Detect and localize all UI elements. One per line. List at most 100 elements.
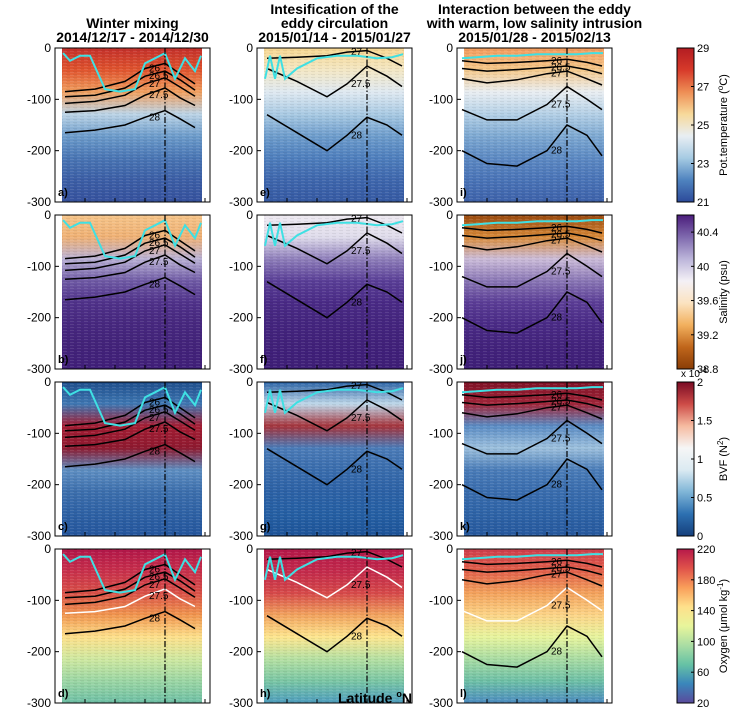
isopycnal-26-contour	[64, 229, 196, 260]
panel-label: a)	[58, 187, 68, 199]
colorbar-tick-label: 100	[697, 636, 715, 648]
contour-label-26-5: 26.5	[149, 572, 169, 583]
y-tick-label: -300	[27, 195, 51, 209]
colorbar-tick-label: 40	[697, 261, 709, 273]
mixed-layer-depth-line	[62, 385, 202, 427]
y-tick-label: 0	[446, 542, 453, 556]
isopycnal-26-contour	[64, 396, 196, 427]
column-3-title-line-2: with warm, low salinity intrusion	[426, 15, 642, 31]
field-texture	[464, 215, 604, 369]
isopycnal-28-contour	[64, 610, 196, 635]
y-tick-label: -100	[27, 426, 51, 440]
x-tick-label: 22.5	[475, 707, 499, 709]
colorbar-tick-label: 20	[697, 698, 709, 709]
colorbar-tick-label: 140	[697, 606, 715, 618]
x-tick-label: 23.4	[365, 707, 389, 709]
oxygen-colorbar: 220 180 140 100 60 20 Oxygen (μmol kg-1)	[676, 544, 730, 709]
y-tick-label: -100	[27, 92, 51, 106]
y-tick-label: -200	[429, 645, 453, 659]
contour-label-27: 27	[149, 580, 161, 591]
contour-label-26: 26	[551, 557, 563, 568]
isopycnal-27-5-contour	[266, 65, 403, 98]
y-tick-label: -300	[229, 362, 253, 376]
contour-label-27: 27	[551, 236, 563, 247]
contour-label-28: 28	[551, 647, 563, 658]
isopycnal-26-contour	[461, 58, 603, 67]
x-tick-label: 23.4	[565, 707, 589, 709]
panel-label: h)	[260, 688, 271, 700]
isopycnal-26-5-contour	[64, 70, 196, 98]
y-tick-label: 0	[446, 41, 453, 55]
x-tick-label: 22.5	[275, 707, 299, 709]
contour-label-27: 27	[351, 214, 363, 225]
x-tick-label: 22.5	[73, 707, 97, 709]
contour-label-27: 27	[149, 246, 161, 257]
isopycnal-26-contour	[64, 563, 196, 594]
contour-label-28: 28	[149, 613, 161, 624]
y-tick-label: -100	[27, 593, 51, 607]
panel-frame	[256, 381, 413, 537]
bvf-colorbar: 2 1.5 1 0.5 0 BVF (N2) x 10-4	[676, 366, 730, 543]
mixed-layer-depth-line	[461, 219, 603, 227]
mixed-layer-depth-line	[62, 552, 202, 594]
column-2-title-line-1: Intesification of the	[270, 1, 399, 17]
isopycnal-27-contour	[64, 577, 196, 606]
mixed-layer-depth-line	[461, 386, 603, 394]
isopycnal-27-contour	[461, 404, 603, 420]
contour-label-27: 27	[551, 570, 563, 581]
isopycnal-26-contour	[461, 559, 603, 568]
contour-label-26-5: 26.5	[551, 63, 571, 74]
colorbar-tick-label: 39.2	[697, 330, 718, 342]
y-tick-label: -300	[429, 195, 453, 209]
contour-label-27-5: 27.5	[351, 580, 371, 591]
x-axis-title: Latitude oN	[338, 689, 412, 706]
column-2-title-line-3: 2015/01/14 - 2015/01/27	[258, 29, 411, 45]
contour-label-28: 28	[351, 464, 363, 475]
y-tick-label: -300	[429, 362, 453, 376]
panel-label: k)	[460, 521, 470, 533]
colorbar-tick-label: 60	[697, 667, 709, 679]
contour-label-28: 28	[351, 130, 363, 141]
y-tick-label: -100	[429, 426, 453, 440]
contour-label-26-5: 26.5	[551, 230, 571, 241]
isopycnal-27-5-contour	[461, 419, 603, 455]
isopycnal-26-5-contour	[64, 404, 196, 432]
isopycnal-27-contour	[461, 237, 603, 253]
field-texture	[464, 382, 604, 536]
isopycnal-26-5-contour	[64, 237, 196, 265]
isopycnal-28-contour	[266, 281, 403, 319]
contour-label-27: 27	[149, 413, 161, 424]
contour-label-28: 28	[149, 446, 161, 457]
isopycnal-27-5-contour	[461, 586, 603, 622]
y-tick-label: -200	[229, 478, 253, 492]
x-tick-label: 23.1	[535, 707, 559, 709]
contour-label-26: 26	[551, 390, 563, 401]
x-tick-label: 22.8	[305, 707, 329, 709]
contour-label-27-5: 27.5	[551, 99, 571, 110]
contour-label-26: 26	[149, 64, 161, 75]
panel-label: d)	[58, 688, 69, 700]
contour-label-28: 28	[149, 279, 161, 290]
contour-label-26: 26	[149, 565, 161, 576]
x-tick-label: 22.8	[505, 707, 529, 709]
panel-label: i)	[460, 187, 467, 199]
colorbar-tick-label: 38.8	[697, 364, 718, 376]
colorbar-tick-label: 25	[697, 120, 709, 132]
isopycnal-27-5-contour	[64, 421, 196, 447]
panel-label: f)	[260, 354, 268, 366]
y-tick-label: -300	[429, 529, 453, 543]
contour-label-27: 27	[551, 69, 563, 80]
contour-label-27: 27	[149, 79, 161, 90]
contour-label-28: 28	[351, 631, 363, 642]
y-tick-label: -100	[229, 593, 253, 607]
panel-grid: 2626.52727.528a)0-100-200-3002727.528e)0…	[27, 41, 619, 709]
contour-label-27-5: 27.5	[351, 246, 371, 257]
panel-frame	[256, 214, 413, 370]
panel-label: b)	[58, 354, 69, 366]
